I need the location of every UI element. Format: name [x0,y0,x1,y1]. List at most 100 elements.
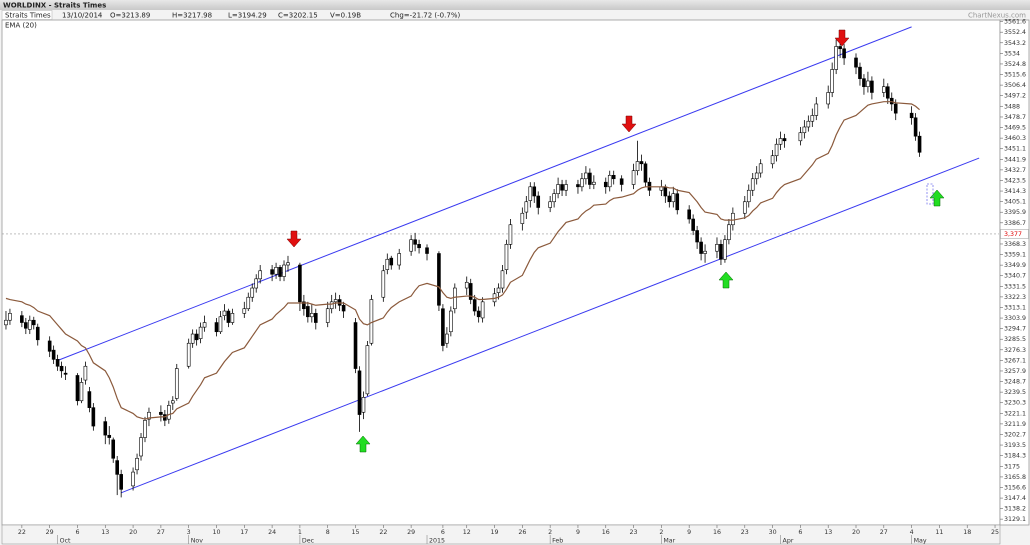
x-tick-label: 9 [576,529,580,536]
x-tick-label: 9 [687,529,691,536]
candle-body [282,264,286,277]
candle-body [882,86,886,93]
y-tick-label: 3248.7 [1004,379,1026,386]
candle-body [361,397,366,413]
candle-body [917,135,922,153]
candle-body [385,258,390,270]
y-tick-label: 3313.1 [1004,304,1026,311]
crosshair-label-box [1000,229,1029,239]
month-label: Feb [552,538,563,545]
candle-body [381,270,386,298]
candle-body [802,126,807,134]
y-tick-label: 3193.5 [1004,442,1026,449]
candle-body [8,313,12,321]
candle-body [536,195,541,208]
y-tick-label: 3432.7 [1004,167,1026,174]
y-tick-label: 3184.3 [1004,453,1026,460]
candle-body [437,253,441,306]
x-tick-label: 2 [659,529,663,536]
candle-body [413,239,417,245]
ema-line [5,101,920,420]
candle-body [59,365,64,372]
y-tick-label: 3395.9 [1004,209,1026,216]
buy-arrow [929,189,945,207]
candle-body [671,193,676,203]
x-tick-label: 27 [157,529,165,536]
candle-body [778,138,783,145]
candle-body [341,304,346,312]
candle-body [147,411,151,420]
plot [2,26,999,498]
candle-body [274,267,278,275]
candle-body [564,184,568,191]
y-tick-label: 3515.6 [1004,72,1026,79]
candle-body [663,186,668,197]
candle-body [441,308,445,346]
sell-arrow [834,29,850,47]
y-tick-label: 3460.3 [1004,135,1026,142]
x-tick-label: 20 [852,529,860,536]
y-tick-label: 3359.1 [1004,252,1026,259]
candle-body [246,296,251,310]
y-tick-label: 3230.3 [1004,400,1026,407]
x-tick-label: 13 [824,529,832,536]
y-tick-label: 3368.3 [1004,241,1026,248]
candle-body [798,132,803,142]
chart-title: WORLDINX - Straits Times [3,2,106,10]
candle-body [298,264,302,303]
header-close: C=3202.15 [278,12,318,20]
y-tick-label: 3441.9 [1004,156,1026,163]
candle-body [369,299,374,344]
candle-body [278,267,282,277]
candle-body [687,209,691,220]
y-tick-label: 3488 [1004,103,1020,110]
candle-body [218,316,223,333]
y-tick-label: 3506.4 [1004,82,1026,89]
candle-body [639,161,644,165]
x-tick-label: 6 [798,529,802,536]
candle-body [190,333,195,344]
candle-body [782,138,787,142]
candle-body [174,368,179,399]
candle-body [194,333,199,341]
candle-body [445,333,449,344]
x-tick-label: 22 [18,529,26,536]
candle-body [119,474,123,490]
header-low: L=3194.29 [228,12,267,20]
candle-body [115,460,119,475]
y-tick-label: 3524.8 [1004,61,1026,68]
y-tick-label: 3147.4 [1004,495,1026,502]
month-label: Dec [302,538,315,545]
candle-body [552,193,556,203]
candle-body [508,224,513,245]
candle-body [270,269,274,275]
y-tick-label: 3165.8 [1004,474,1026,481]
sell-arrow [286,230,302,248]
y-tick-label: 3267.1 [1004,357,1026,364]
candle-body [464,281,469,289]
candle-body [83,365,88,381]
candle-body [31,319,36,326]
candle-body [695,230,699,243]
x-tick-label: 18 [963,529,971,536]
buy-arrow [718,271,734,289]
y-tick-label: 3534 [1004,50,1020,57]
x-tick-label: 2 [548,529,552,536]
y-tick-label: 3451.1 [1004,146,1026,153]
candle-body [742,201,747,214]
y-tick-label: 3340.7 [1004,273,1026,280]
x-tick-label: 6 [441,529,445,536]
candle-body [528,186,533,201]
candle-body [254,278,259,289]
candle-body [532,186,537,197]
candle-body [198,326,203,339]
candle-body [635,161,640,171]
candle-body [619,178,624,185]
candle-body [171,400,175,404]
x-tick-label: 19 [491,529,499,536]
candle-body [858,66,862,79]
y-tick-label: 3211.9 [1004,421,1026,428]
candle-body [202,322,207,328]
y-tick-label: 3469.5 [1004,125,1026,132]
candle-body [63,372,68,375]
